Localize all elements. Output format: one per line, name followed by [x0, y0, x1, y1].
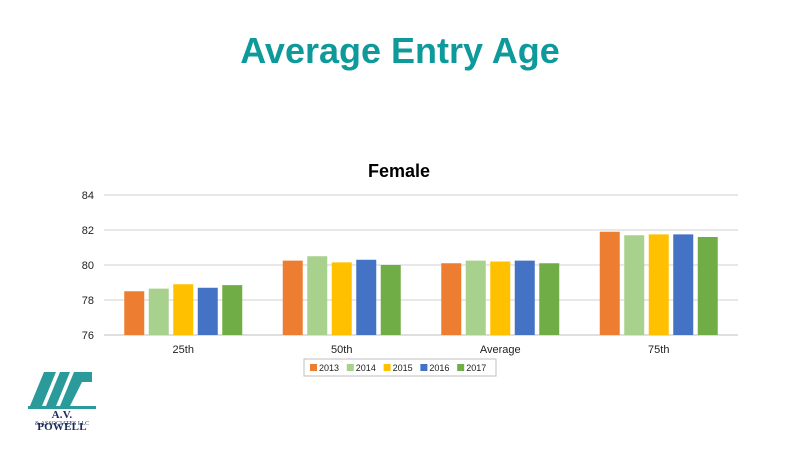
legend-swatch — [346, 364, 354, 371]
legend-swatch — [383, 364, 391, 371]
x-category-label: Average — [480, 344, 521, 356]
y-tick-label: 84 — [82, 190, 94, 202]
bar — [148, 288, 169, 335]
bar — [673, 234, 694, 335]
bar — [697, 237, 718, 335]
bar — [380, 265, 401, 335]
legend-label: 2014 — [356, 363, 376, 373]
x-category-label: 75th — [648, 344, 669, 356]
avp-logo-icon — [28, 372, 96, 409]
chart-title: Female — [368, 161, 430, 181]
legend-swatch — [457, 364, 465, 371]
bar — [173, 284, 194, 335]
bar — [356, 259, 377, 335]
bar — [441, 263, 462, 335]
legend-box — [303, 358, 497, 377]
y-tick-label: 78 — [82, 295, 94, 307]
bar — [465, 260, 486, 335]
legend-label: 2013 — [319, 363, 339, 373]
legend-label: 2017 — [466, 363, 486, 373]
logo-subtitle: & ASSOCIATES LLC — [34, 421, 90, 427]
bar — [624, 235, 645, 335]
y-tick-label: 80 — [82, 260, 94, 272]
x-axis-categories: 25th 50th Average 75th — [173, 344, 670, 356]
bar — [307, 256, 328, 335]
bar-series-group — [124, 231, 718, 335]
y-tick-label: 76 — [82, 330, 94, 342]
x-category-label: 25th — [173, 344, 194, 356]
bar — [222, 285, 243, 335]
bar — [331, 262, 352, 335]
logo-name: A.V. POWELL — [37, 409, 87, 433]
bar — [124, 291, 145, 335]
y-tick-label: 82 — [82, 225, 94, 237]
legend-swatch — [310, 364, 317, 371]
slide-title: Average Entry Age — [240, 30, 560, 71]
chart-legend: 2013 2014 2015 2016 2017 — [303, 358, 497, 377]
legend-swatch — [420, 364, 428, 371]
bar — [282, 260, 303, 335]
bar — [490, 261, 511, 335]
bar — [514, 260, 535, 335]
bar — [197, 287, 218, 335]
x-category-label: 50th — [331, 344, 352, 356]
legend-label: 2016 — [429, 363, 449, 373]
bar — [648, 234, 669, 335]
y-axis-ticks: 76 78 80 82 84 — [82, 190, 94, 342]
bar — [599, 231, 620, 335]
bar — [539, 263, 560, 335]
legend-label: 2015 — [393, 363, 413, 373]
